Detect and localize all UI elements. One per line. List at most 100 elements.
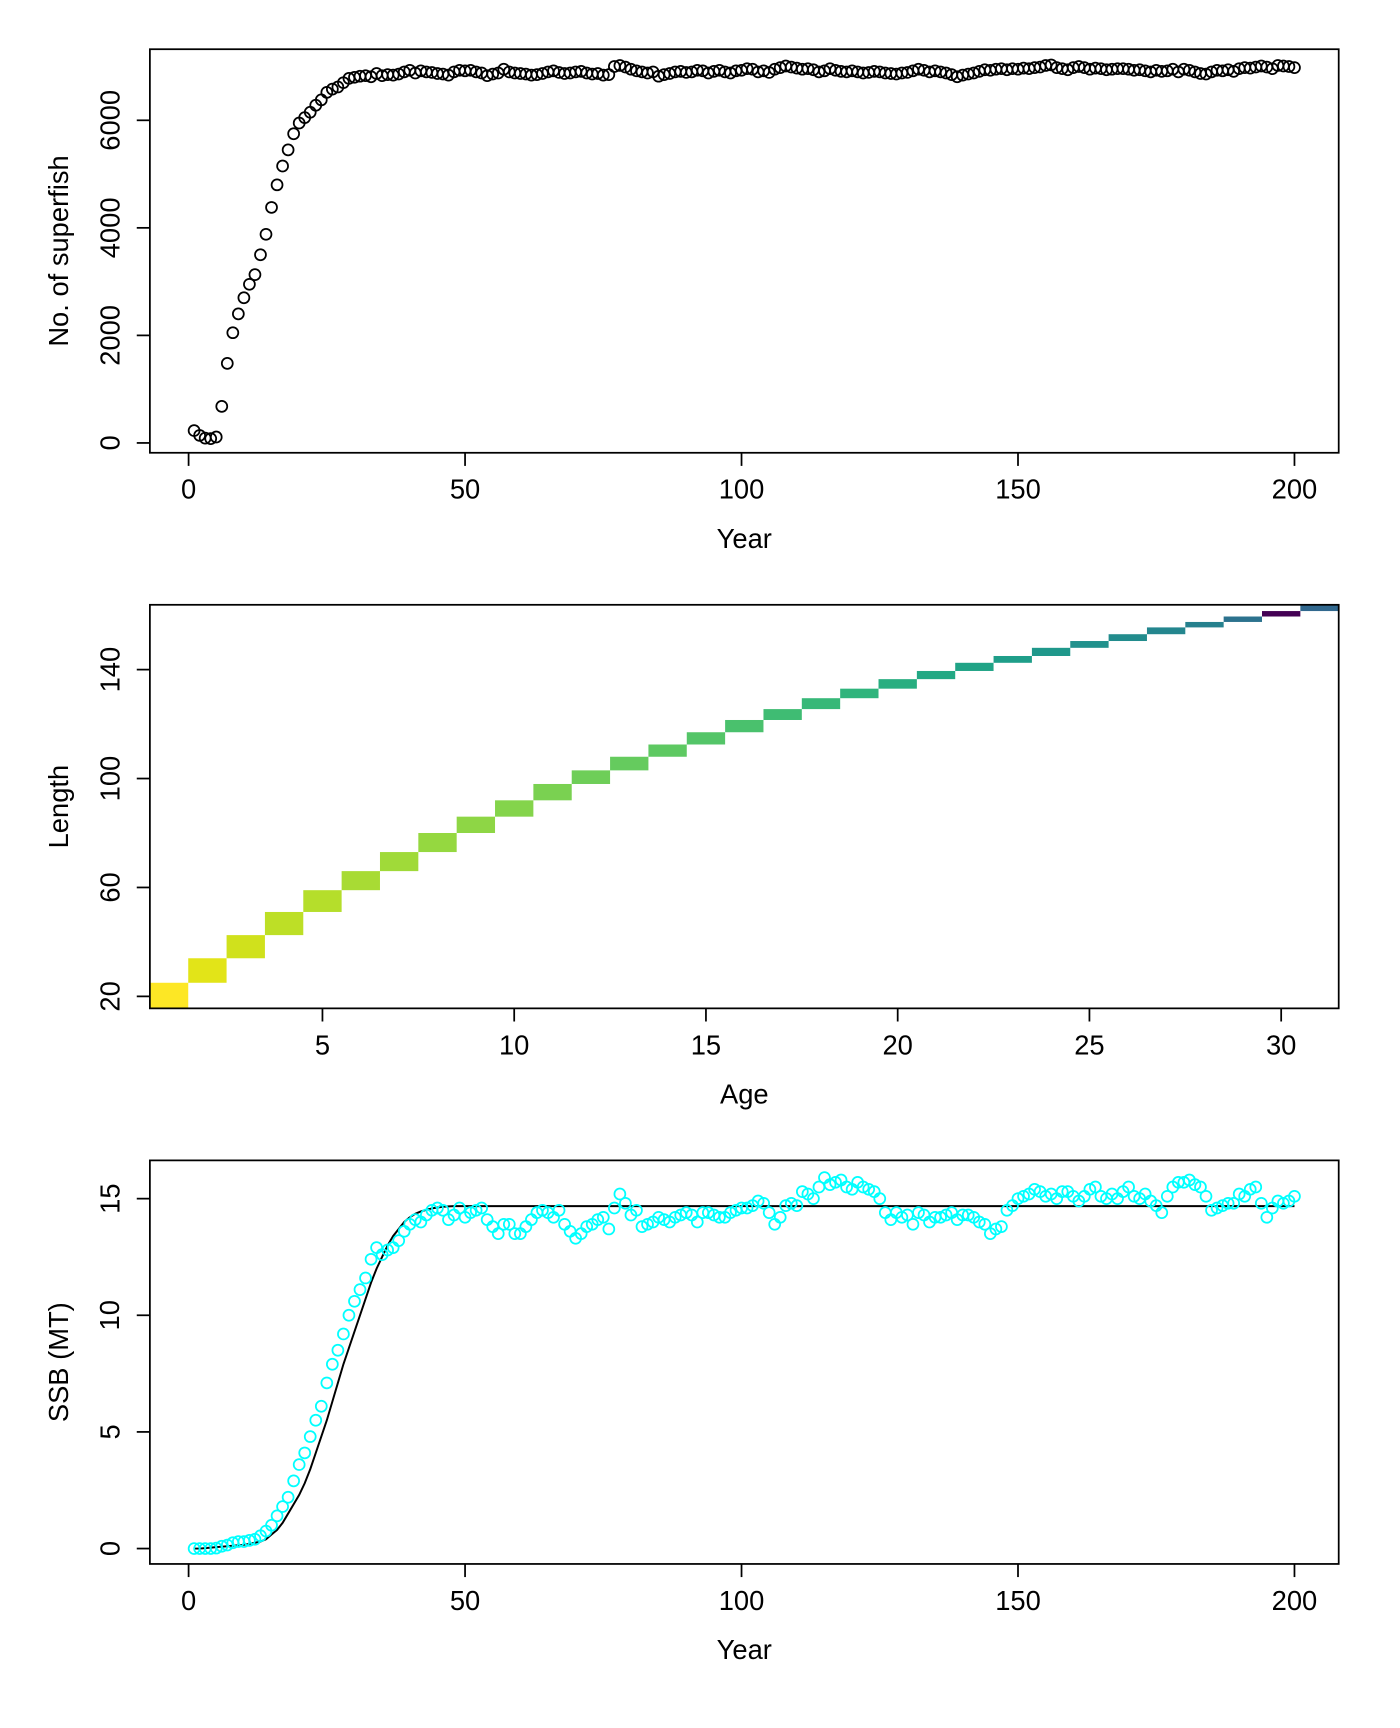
point xyxy=(558,1217,571,1231)
cell xyxy=(801,698,841,710)
point xyxy=(1083,1182,1097,1196)
point xyxy=(856,1180,870,1194)
point xyxy=(364,1252,378,1266)
point xyxy=(641,66,654,80)
point xyxy=(796,1185,809,1198)
x-tick-label: 50 xyxy=(450,474,480,505)
point xyxy=(1277,1196,1290,1210)
point xyxy=(784,1196,798,1210)
point xyxy=(480,1213,494,1226)
point xyxy=(270,1509,284,1523)
point xyxy=(1232,1187,1246,1201)
point xyxy=(215,400,229,413)
cell xyxy=(418,832,457,853)
point xyxy=(679,1206,693,1219)
point xyxy=(276,159,289,173)
point xyxy=(220,357,234,370)
point xyxy=(724,1206,737,1219)
cell xyxy=(495,800,534,817)
point xyxy=(840,1180,853,1194)
point xyxy=(823,1178,837,1191)
x-tick-label: 0 xyxy=(181,1585,196,1616)
cell xyxy=(379,852,419,872)
point xyxy=(1055,1185,1069,1198)
y-tick-label: 60 xyxy=(94,872,125,902)
point xyxy=(281,143,295,157)
point xyxy=(1210,1201,1224,1215)
point xyxy=(801,62,815,76)
point xyxy=(342,1308,356,1322)
point xyxy=(1183,63,1196,77)
point xyxy=(563,1224,577,1238)
point xyxy=(1288,61,1301,74)
point xyxy=(702,1206,715,1219)
point xyxy=(619,1196,632,1210)
cell xyxy=(1108,634,1147,642)
point xyxy=(613,1187,627,1201)
point xyxy=(1221,1196,1235,1210)
cell xyxy=(648,744,687,757)
point xyxy=(818,1171,831,1184)
cell xyxy=(1185,621,1224,628)
point xyxy=(392,67,406,81)
point xyxy=(298,1446,312,1460)
point xyxy=(370,1241,383,1254)
point xyxy=(901,66,914,79)
y-tick-label: 20 xyxy=(94,981,125,1011)
point xyxy=(453,1201,466,1215)
cell xyxy=(1031,647,1071,656)
point xyxy=(386,68,400,82)
plot-box xyxy=(149,48,1340,454)
y-axis-title: SSB (MT) xyxy=(43,1302,74,1422)
point xyxy=(873,1192,887,1205)
cell xyxy=(1223,616,1263,622)
x-tick-label: 100 xyxy=(719,474,765,505)
point xyxy=(287,1474,300,1488)
x-tick-label: 200 xyxy=(1272,1585,1318,1616)
point xyxy=(392,1234,406,1247)
point xyxy=(939,1208,953,1222)
x-axis-title: Year xyxy=(717,1634,772,1665)
x-tick-label: 15 xyxy=(691,1029,721,1060)
point xyxy=(209,1541,223,1555)
cell xyxy=(955,662,994,671)
point xyxy=(1243,1182,1257,1196)
point xyxy=(353,1283,367,1296)
point xyxy=(1266,1201,1279,1215)
point xyxy=(436,1203,450,1217)
point xyxy=(292,1458,306,1471)
cell xyxy=(1070,641,1109,648)
cell xyxy=(916,670,956,680)
point xyxy=(812,65,826,79)
point xyxy=(895,1210,909,1224)
point xyxy=(431,1201,444,1215)
point xyxy=(331,1343,345,1357)
point xyxy=(995,1220,1008,1233)
point xyxy=(497,1217,511,1231)
point xyxy=(829,1175,842,1189)
x-axis-title: Age xyxy=(720,1079,769,1110)
point xyxy=(276,1500,289,1513)
point xyxy=(989,1222,1003,1236)
cell xyxy=(341,871,380,891)
point xyxy=(303,1430,317,1443)
point xyxy=(259,227,273,241)
cell xyxy=(763,709,802,720)
cell xyxy=(264,911,304,936)
point xyxy=(751,1194,765,1208)
point xyxy=(934,1210,947,1224)
point xyxy=(397,1224,411,1238)
point xyxy=(878,1206,892,1219)
point xyxy=(757,1196,770,1210)
point xyxy=(469,1203,483,1217)
point xyxy=(978,1217,992,1231)
point xyxy=(486,1220,500,1233)
point xyxy=(596,68,610,82)
x-tick-label: 20 xyxy=(882,1029,912,1060)
cell xyxy=(303,890,342,912)
y-tick-label: 2000 xyxy=(94,305,125,366)
point xyxy=(359,1271,372,1285)
point xyxy=(281,1490,295,1504)
cell xyxy=(149,982,189,1009)
cell xyxy=(1300,604,1339,612)
